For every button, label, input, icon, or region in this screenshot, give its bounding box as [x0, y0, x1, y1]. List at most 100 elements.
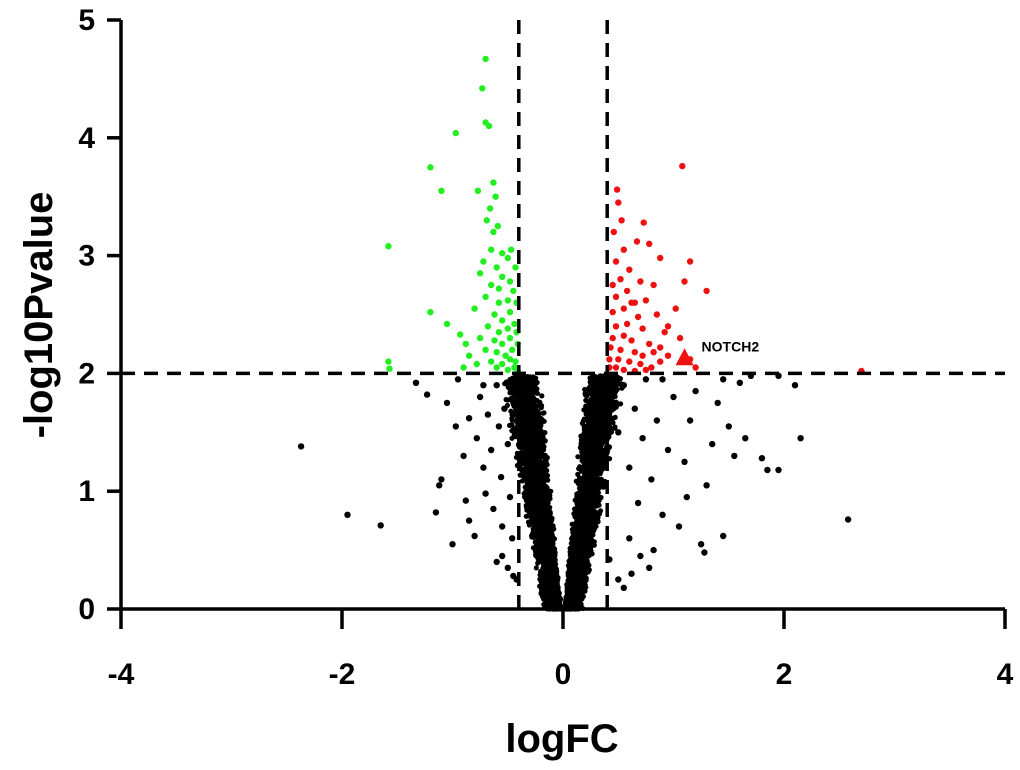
up-point — [615, 356, 622, 363]
y-tick-label: 1 — [78, 475, 95, 508]
down-point — [499, 360, 506, 368]
ns-point — [297, 443, 305, 450]
up-point — [686, 258, 694, 265]
up-point — [648, 364, 655, 371]
ns-point — [642, 376, 650, 383]
ns-point — [764, 466, 771, 474]
down-point — [482, 55, 489, 63]
ns-point — [344, 511, 351, 518]
ns-point — [460, 452, 467, 460]
down-point — [504, 325, 511, 332]
up-point — [626, 266, 633, 273]
ns-point — [791, 382, 799, 389]
down-point — [462, 340, 469, 348]
y-tick-label: 4 — [78, 122, 95, 155]
down-point — [485, 122, 493, 130]
down-point — [507, 246, 515, 253]
ns-point — [465, 517, 473, 524]
y-axis-title: -log10Pvalue — [17, 192, 61, 439]
down-point — [386, 365, 393, 372]
ns-point — [488, 446, 495, 454]
down-point — [494, 222, 501, 230]
x-tick-label: 4 — [997, 658, 1014, 691]
ns-point — [412, 379, 420, 386]
ns-point — [659, 511, 666, 518]
ns-point — [631, 405, 638, 412]
ns-point — [499, 552, 506, 560]
ns-point — [686, 417, 694, 424]
up-point — [620, 246, 627, 253]
down-point — [427, 308, 434, 316]
ns-point — [377, 522, 384, 529]
threshold-lines — [121, 20, 1005, 609]
up-point — [637, 360, 644, 368]
ns-point — [438, 476, 445, 483]
down-point — [511, 320, 518, 328]
up-point — [615, 199, 622, 206]
up-point — [620, 366, 627, 374]
ns-point — [609, 387, 616, 395]
ns-point — [506, 493, 514, 501]
ns-point — [476, 393, 484, 401]
ns-point — [501, 405, 508, 412]
ns-point — [423, 391, 431, 398]
ns-point — [725, 423, 732, 430]
ns-point — [703, 482, 710, 489]
y-tick-label: 3 — [78, 240, 95, 273]
ns-point — [653, 417, 661, 424]
ns-point — [639, 435, 646, 442]
down-point — [460, 364, 467, 371]
up-point — [623, 287, 631, 295]
up-point — [646, 240, 653, 247]
up-point — [642, 366, 650, 374]
ns-point — [510, 387, 517, 395]
ns-point — [490, 505, 497, 513]
ns-point — [493, 558, 500, 566]
up-point — [633, 238, 641, 245]
down-point — [471, 305, 478, 312]
ns-point — [681, 458, 688, 465]
down-point — [499, 340, 506, 348]
ns-point-cloud — [502, 373, 625, 612]
up-point — [620, 305, 627, 312]
ns-point — [499, 523, 506, 530]
up-point — [672, 305, 679, 312]
ns-point — [701, 549, 708, 556]
ns-point — [709, 440, 716, 448]
down-point — [452, 129, 459, 137]
ns-point — [480, 464, 487, 471]
ns-point — [646, 564, 653, 571]
up-point — [606, 356, 613, 363]
tick-labels: -4 -2 0 2 4 0 1 2 3 4 5 — [78, 4, 1013, 691]
up-point — [681, 278, 688, 285]
down-point — [443, 320, 451, 328]
ns-point — [648, 476, 655, 483]
down-point — [480, 258, 487, 265]
up-point — [639, 325, 646, 332]
axes — [107, 18, 1007, 629]
down-point — [504, 254, 511, 262]
down-point — [499, 273, 506, 280]
down-point — [486, 205, 494, 212]
ns-point — [471, 532, 478, 540]
up-point — [617, 346, 624, 353]
down-point — [427, 164, 434, 171]
down-point — [493, 364, 500, 371]
down-point — [476, 270, 484, 277]
down-point — [499, 317, 506, 324]
ns-point — [504, 564, 511, 571]
down-point — [476, 334, 484, 342]
ns-point — [670, 393, 677, 401]
up-point — [642, 297, 650, 304]
ns-point — [443, 399, 451, 407]
ns-point — [675, 523, 683, 530]
up-point — [657, 344, 664, 351]
up-point — [628, 337, 635, 344]
up-point — [609, 308, 616, 316]
up-point — [657, 254, 664, 262]
down-point — [482, 346, 489, 353]
annotations: NOTCH2 — [675, 338, 759, 366]
down-point — [506, 278, 514, 285]
up-point — [664, 352, 672, 359]
up-point — [650, 349, 657, 356]
